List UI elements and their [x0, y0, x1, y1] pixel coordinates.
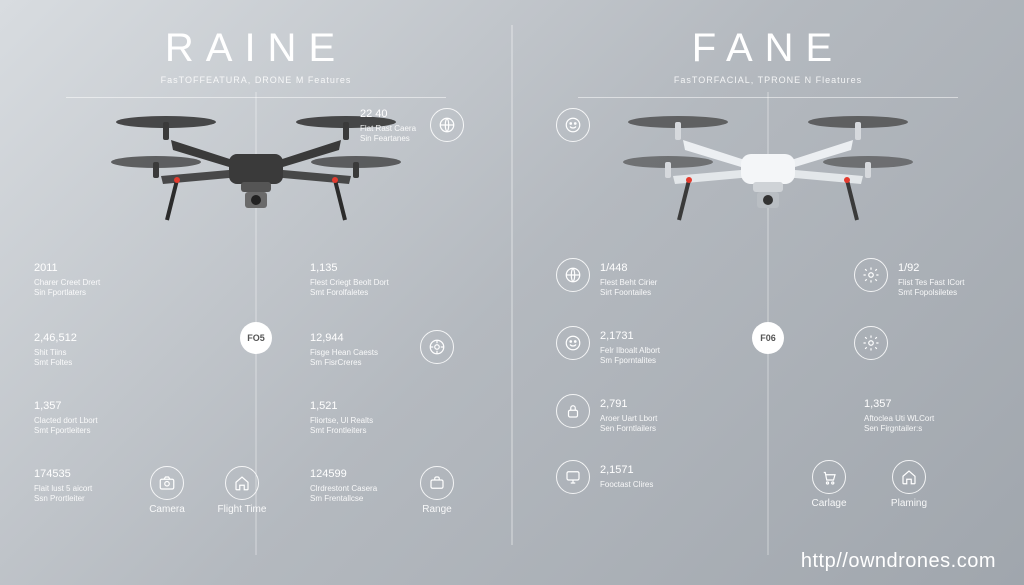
bottom-label: Range [422, 504, 451, 515]
callout: 2,1571 Fooctast Clires [600, 464, 720, 490]
callout: 12,944 Fisge Hean Caests Sm FisrCreres [310, 332, 430, 368]
briefcase-icon [420, 466, 454, 500]
right-subtitle: FasTORFACIAL, TPRONE N Fleatures [536, 75, 1000, 85]
cart-icon [812, 460, 846, 494]
right-title: FANE [536, 26, 1000, 71]
callout: 1/92 Flist Tes Fast ICort Smt Fopolsilet… [898, 262, 1018, 298]
smile-icon [556, 326, 590, 360]
callout: 2,1731 Felr Ilboalt Albort Sm Fporntalit… [600, 330, 720, 366]
lock-icon [556, 394, 590, 428]
callout: 124599 Clrdrestont Casera Sm Frentallcse [310, 468, 430, 504]
callout: 2011 Charer Creet Drert Sin Fportlaters [34, 262, 154, 298]
callout: 1,521 Fliortse, Ul Realts Smt Frontleite… [310, 400, 430, 436]
bottom-label: Plaming [891, 498, 927, 509]
bottom-label: Camera [149, 504, 185, 515]
left-drone [111, 92, 401, 242]
bottom-label: Flight Time [218, 504, 267, 515]
callout: 2,791 Aroer Uart Lbort Sen Forntlailers [600, 398, 720, 434]
source-url: http//owndrones.com [801, 550, 996, 573]
callout: 1,357 Aftoclea Uti WLCort Sen Firgntaile… [864, 398, 984, 434]
gear-icon [854, 326, 888, 360]
home-icon [892, 460, 926, 494]
callout: 1/448 Flest Beht Cirier Sirt Foontailes [600, 262, 720, 298]
smile-icon [556, 108, 590, 142]
callout: 1,135 Flest Criegt Beolt Dort Smt Forolf… [310, 262, 430, 298]
left-badge: FO5 [240, 322, 272, 354]
left-panel: RAINE FasTOFFEATURA, DRONE M Features [0, 0, 512, 585]
home-icon [225, 466, 259, 500]
gear-icon [854, 258, 888, 292]
left-title: RAINE [24, 26, 488, 71]
callout: 174535 Flait lust 5 aicort Ssn Prortleit… [34, 468, 154, 504]
bottom-label: Carlage [811, 498, 846, 509]
left-subtitle: FasTOFFEATURA, DRONE M Features [24, 75, 488, 85]
callout: 1,357 Clacted dort Lbort Smt Fportleiter… [34, 400, 154, 436]
globe-icon [556, 258, 590, 292]
callout: 2,46,512 Shit Tiins Smt Foltes [34, 332, 154, 368]
aperture-icon [420, 330, 454, 364]
camera-icon [150, 466, 184, 500]
right-panel: FANE FasTORFACIAL, TPRONE N Fleatures [512, 0, 1024, 585]
comparison-infographic: RAINE FasTOFFEATURA, DRONE M Features [0, 0, 1024, 585]
right-drone [623, 92, 913, 242]
right-badge: F06 [752, 322, 784, 354]
globe-icon [430, 108, 464, 142]
monitor-icon [556, 460, 590, 494]
